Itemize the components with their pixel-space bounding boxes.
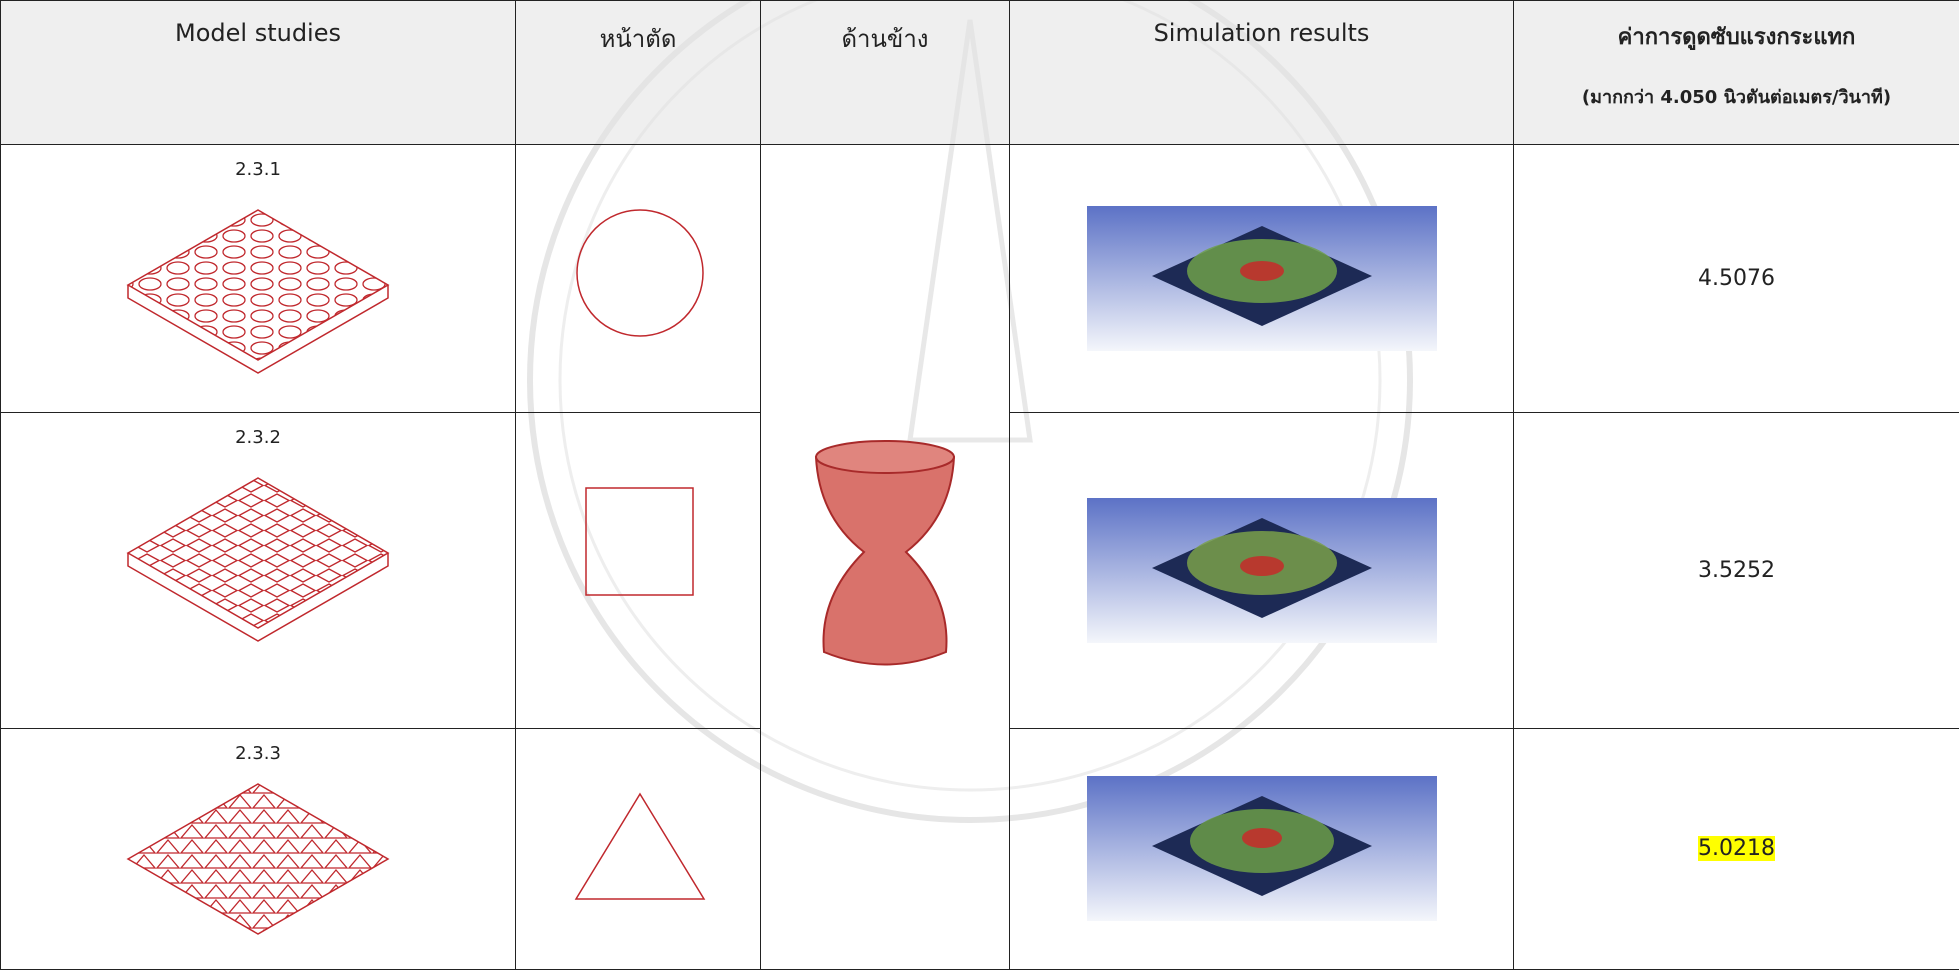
model-label: 2.3.2 [235,427,281,449]
header-text: ค่าการดูดซับแรงกระแทก [1617,25,1856,50]
sim-cell [1009,727,1514,970]
row: 2.3.1 4.5076 [0,144,1959,970]
section-cell [515,727,761,970]
value-cell: 4.5076 [1513,144,1959,414]
square-section [585,487,694,597]
value: 4.5076 [1698,266,1775,292]
section-cell [515,412,761,729]
model-drawing [126,782,390,935]
model-cell: 2.3.2 [0,412,516,729]
model-label: 2.3.1 [235,159,281,181]
row: 2.3.2 3.5252 [0,412,1959,729]
model-cell: 2.3.1 [0,144,516,414]
triangle-section [574,792,706,900]
header-row: Model studies หน้าตัด ด้านข้าง Simulatio… [0,0,1959,146]
section-cell [515,144,761,414]
header-cell: Simulation results [1009,0,1514,146]
sim-image [1086,498,1437,644]
sim-image [1086,776,1437,922]
header-cell: ค่าการดูดซับแรงกระแทก (มากกว่า 4.050 นิวต… [1513,0,1959,146]
value-cell: 3.5252 [1513,412,1959,729]
header-cell: ด้านข้าง [760,0,1010,146]
value: 5.0218 [1698,836,1775,862]
model-drawing [126,209,390,375]
header-cell: Model studies [0,0,516,146]
sim-cell [1009,412,1514,729]
header-cell: หน้าตัด [515,0,761,146]
side-cell [760,144,1010,970]
sim-image [1086,206,1437,352]
sim-cell [1009,144,1514,414]
model-label: 2.3.3 [235,742,281,764]
circle-section [576,209,704,337]
model-drawing [126,477,390,643]
criterion: (มากกว่า 4.050 นิวตันต่อเมตร/วินาที) [1581,87,1892,108]
row: 2.3.3 5.0218 [0,727,1959,970]
value-cell: 5.0218 [1513,727,1959,970]
model-cell: 2.3.3 [0,727,516,970]
value: 3.5252 [1698,558,1775,584]
side-drawing [814,440,956,666]
